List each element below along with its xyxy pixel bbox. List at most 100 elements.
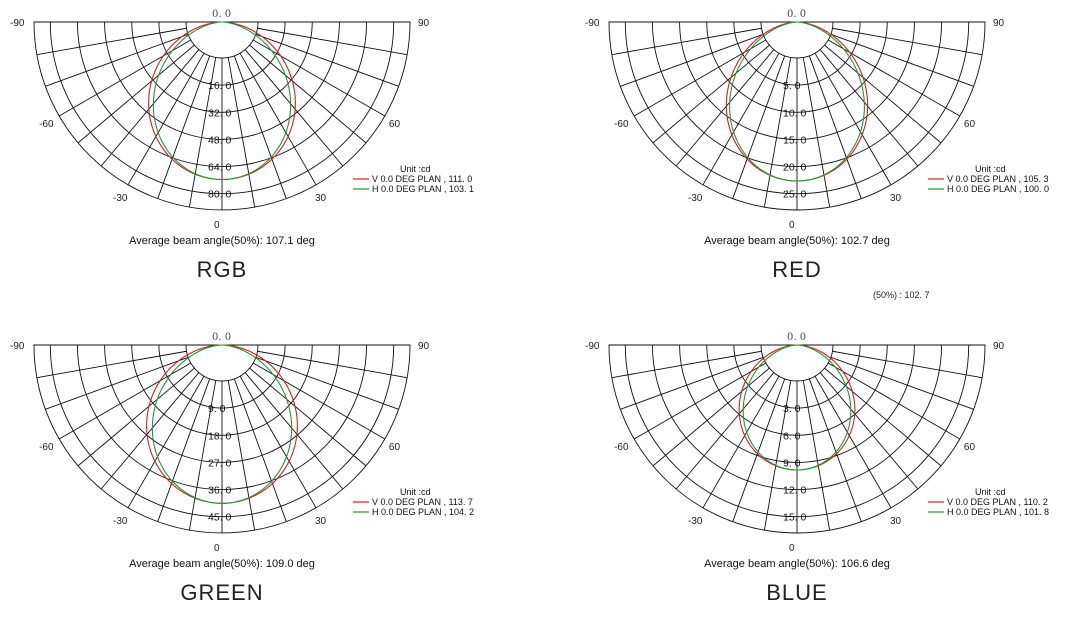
grid-spoke	[239, 52, 317, 186]
grid-spoke	[832, 350, 983, 379]
outer-boundary	[608, 344, 986, 534]
grid-spoke	[45, 33, 189, 87]
legend-entry: V 0.0 DEG PLAN , 110. 2	[947, 497, 1048, 507]
ring-value-label: 80. 0	[208, 189, 232, 201]
ring-value-label: 27. 0	[208, 457, 232, 469]
grid-spoke	[819, 372, 919, 490]
grid-spoke	[36, 350, 187, 379]
polar-panel-green: -90 -60 -30 0 30 60 90 0. 0 9. 0 18. 0 27. 0 36. 0 4…	[10, 332, 474, 605]
ring-value-label: 48. 0	[208, 134, 232, 146]
panel-title: RGB	[197, 257, 248, 282]
grid-spoke	[255, 356, 399, 410]
grid-spoke	[732, 55, 786, 199]
angle-tick-label: 0	[789, 543, 795, 554]
beam-note-text: (50%) : 102. 7	[873, 290, 930, 300]
intensity-curve-h	[729, 21, 865, 182]
outer-boundary	[33, 21, 411, 211]
grid-spoke	[652, 44, 770, 144]
grid-spoke	[675, 372, 775, 490]
grid-spoke	[633, 362, 767, 440]
grid-spoke	[252, 39, 386, 117]
ring-value-label: 15. 0	[783, 134, 807, 146]
grid-spoke	[824, 367, 942, 467]
angle-tick-label: -30	[113, 516, 128, 527]
polar-panel-red: -90 -60 -30 0 30 60 90 0. 0 5. 0 10. 0 15. 0 20. 0 2…	[585, 9, 1049, 282]
grid-spoke	[227, 380, 256, 531]
outer-boundary	[33, 344, 411, 534]
angle-tick-label: -30	[688, 516, 703, 527]
grid-ring	[185, 344, 259, 382]
grid-spoke	[227, 57, 256, 208]
grid-spoke	[77, 44, 195, 144]
ring-value-label: 45. 0	[208, 512, 232, 524]
beam-angle-caption: Average beam angle(50%): 107.1 deg	[129, 235, 315, 247]
ring-value-label: 36. 0	[208, 485, 232, 497]
grid-spoke	[830, 356, 974, 410]
legend-entry: V 0.0 DEG PLAN , 105. 3	[947, 174, 1049, 184]
ring-value-label: 32. 0	[208, 107, 232, 119]
angle-tick-label: 60	[389, 442, 401, 453]
grid-spoke	[257, 350, 408, 379]
angle-tick-label: 60	[389, 119, 401, 130]
grid-spoke	[239, 375, 317, 509]
angle-tick-label: -30	[113, 193, 128, 204]
ring-value-label: 15. 0	[783, 512, 807, 524]
angle-tick-label: -30	[688, 193, 703, 204]
unit-label: Unit :cd	[975, 487, 1006, 497]
ring-value-label: 9. 0	[783, 457, 801, 469]
angle-tick-label: 90	[993, 18, 1005, 29]
grid-spoke	[763, 57, 792, 208]
intensity-curve-h	[151, 344, 293, 504]
zero-label: 0. 0	[787, 332, 806, 343]
angle-tick-label: -60	[39, 442, 54, 453]
ring-value-label: 10. 0	[783, 107, 807, 119]
grid-spoke	[763, 380, 792, 531]
grid-spoke	[702, 375, 780, 509]
angle-tick-label: 90	[993, 341, 1005, 352]
grid-spoke	[620, 356, 764, 410]
grid-spoke	[802, 380, 831, 531]
grid-ring	[760, 344, 834, 382]
legend-entry: V 0.0 DEG PLAN , 111. 0	[372, 174, 472, 184]
unit-label: Unit :cd	[400, 164, 431, 174]
ring-value-label: 5. 0	[783, 80, 801, 92]
angle-tick-label: 30	[890, 516, 902, 527]
ring-value-label: 9. 0	[208, 403, 226, 415]
angle-tick-label: 0	[214, 220, 220, 231]
grid-spoke	[827, 39, 961, 117]
ring-value-label: 25. 0	[783, 189, 807, 201]
unit-label: Unit :cd	[975, 164, 1006, 174]
grid-spoke	[814, 375, 892, 509]
grid-spoke	[58, 362, 192, 440]
angle-tick-label: -90	[585, 341, 600, 352]
grid-spoke	[611, 27, 762, 56]
angle-tick-label: 0	[789, 220, 795, 231]
grid-spoke	[157, 55, 211, 199]
grid-spoke	[824, 44, 942, 144]
grid-spoke	[827, 362, 961, 440]
angle-tick-label: 90	[418, 18, 430, 29]
grid-ring	[760, 21, 834, 59]
grid-spoke	[100, 49, 200, 167]
ring-value-label: 3. 0	[783, 403, 801, 415]
angle-tick-label: -90	[585, 18, 600, 29]
intensity-curve-h	[742, 344, 852, 471]
grid-spoke	[244, 49, 344, 167]
grid-spoke	[702, 52, 780, 186]
legend-entry: V 0.0 DEG PLAN , 113. 7	[372, 497, 473, 507]
unit-label: Unit :cd	[400, 487, 431, 497]
angle-tick-label: 60	[964, 119, 976, 130]
grid-spoke	[77, 367, 195, 467]
grid-spoke	[814, 52, 892, 186]
zero-label: 0. 0	[212, 332, 231, 343]
grid-spoke	[830, 33, 974, 87]
ring-value-label: 16. 0	[208, 80, 232, 92]
angle-tick-label: 0	[214, 543, 220, 554]
grid-spoke	[633, 39, 767, 117]
angle-tick-label: 60	[964, 442, 976, 453]
zero-label: 0. 0	[212, 9, 231, 20]
grid-spoke	[808, 378, 862, 522]
panel-title: BLUE	[766, 580, 827, 605]
legend-entry: H 0.0 DEG PLAN , 101. 8	[947, 507, 1049, 517]
